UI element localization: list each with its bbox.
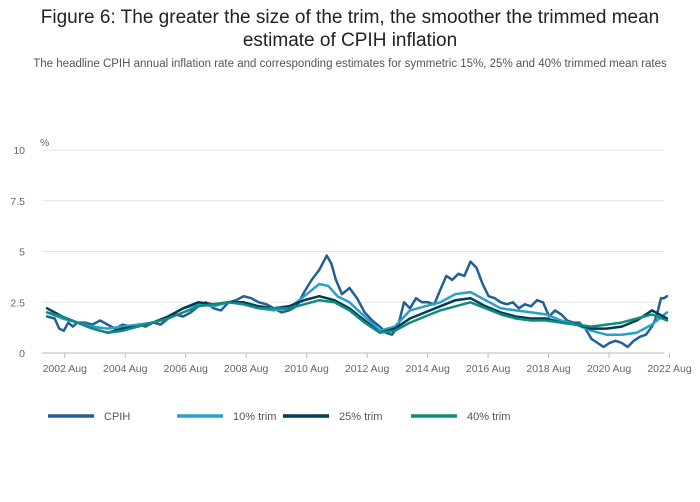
legend-label: 40% trim [467,411,510,423]
chart-subtitle: The headline CPIH annual inflation rate … [33,58,667,70]
legend-item-40-trim[interactable]: 40% trim [411,411,510,423]
y-tick-label: 7.5 [10,196,25,208]
x-tick-label: 2002 Aug [43,363,88,375]
x-tick-label: 2012 Aug [345,363,390,375]
x-axis-ticks: 2002 Aug 2004 Aug 2006 Aug 2008 Aug 2010 Aug… [43,353,692,375]
legend-label: CPIH [104,411,130,423]
y-axis-label: % [40,137,49,149]
y-tick-label: 10 [13,145,25,157]
y-tick-label: 5 [19,247,25,259]
x-tick-label: 2016 Aug [466,363,511,375]
x-tick-label: 2022 Aug [647,363,692,375]
x-tick-label: 2020 Aug [587,363,632,375]
legend-label: 10% trim [233,411,276,423]
series-line-cpih [45,254,669,349]
y-axis-ticks: 0 2.5 5 7.5 10 [10,145,25,360]
legend-item-cpih[interactable]: CPIH [48,411,130,423]
gridlines [42,149,664,354]
legend-item-10-trim[interactable]: 10% trim [177,411,276,423]
x-tick-label: 2014 Aug [405,363,450,375]
legend-item-25-trim[interactable]: 25% trim [283,411,382,423]
y-tick-label: 2.5 [10,297,25,309]
x-tick-label: 2004 Aug [103,363,148,375]
legend-label: 25% trim [339,411,382,423]
legend: CPIH 10% trim 25% trim 40% trim [48,411,510,423]
series-line-40-trim [45,298,669,334]
x-tick-label: 2006 Aug [164,363,209,375]
x-tick-label: 2018 Aug [526,363,571,375]
x-tick-label: 2008 Aug [224,363,269,375]
chart-title: Figure 6: The greater the size of the tr… [40,7,660,51]
y-tick-label: 0 [19,348,25,360]
series-lines [45,254,669,349]
x-tick-label: 2010 Aug [284,363,329,375]
